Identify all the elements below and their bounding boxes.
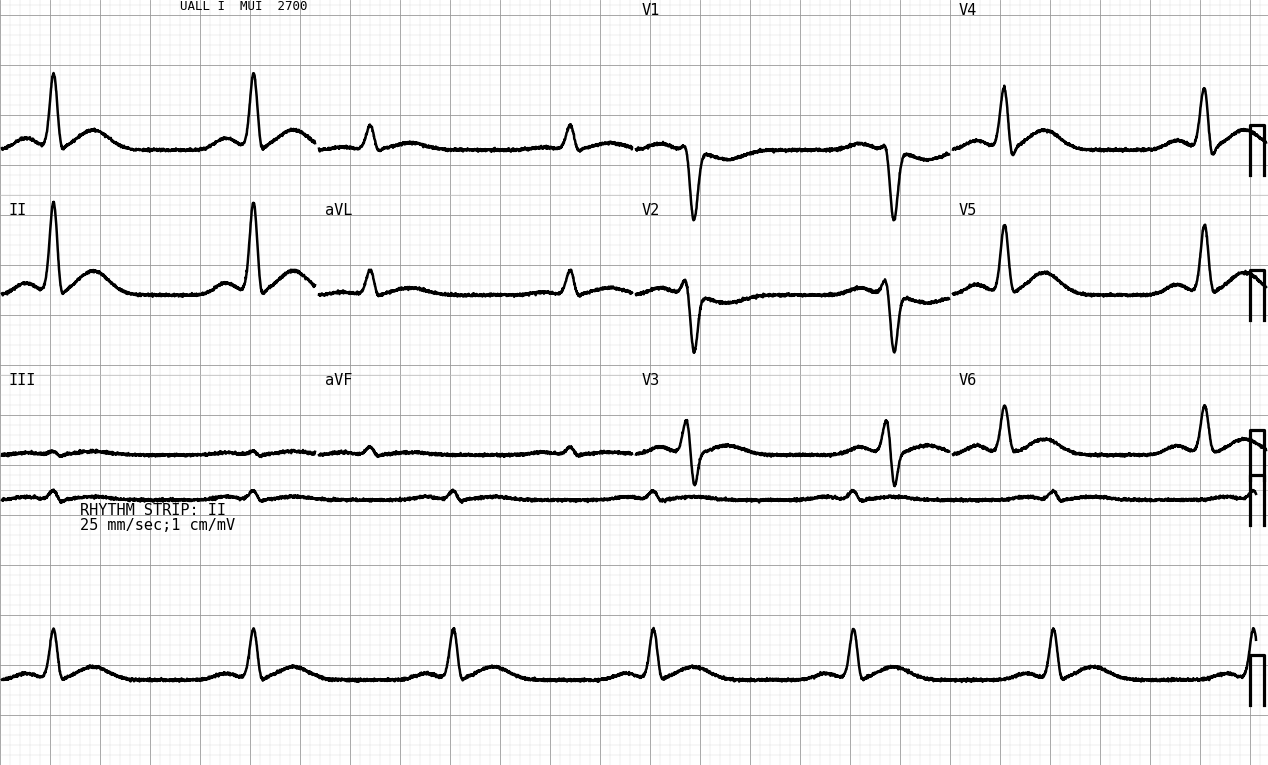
Text: V6: V6 [959,373,978,388]
Text: V3: V3 [642,373,661,388]
Text: V1: V1 [642,3,661,18]
Text: V2: V2 [642,203,661,218]
Text: 25 mm/sec;1 cm/mV: 25 mm/sec;1 cm/mV [80,518,235,533]
Text: RHYTHM STRIP: II: RHYTHM STRIP: II [80,503,226,518]
Text: UALL I  MUI  2700: UALL I MUI 2700 [180,0,308,13]
Text: aVF: aVF [325,373,353,388]
Text: V4: V4 [959,3,978,18]
Text: III: III [8,373,36,388]
Text: II: II [8,203,27,218]
Text: aVL: aVL [325,203,353,218]
Text: V5: V5 [959,203,978,218]
